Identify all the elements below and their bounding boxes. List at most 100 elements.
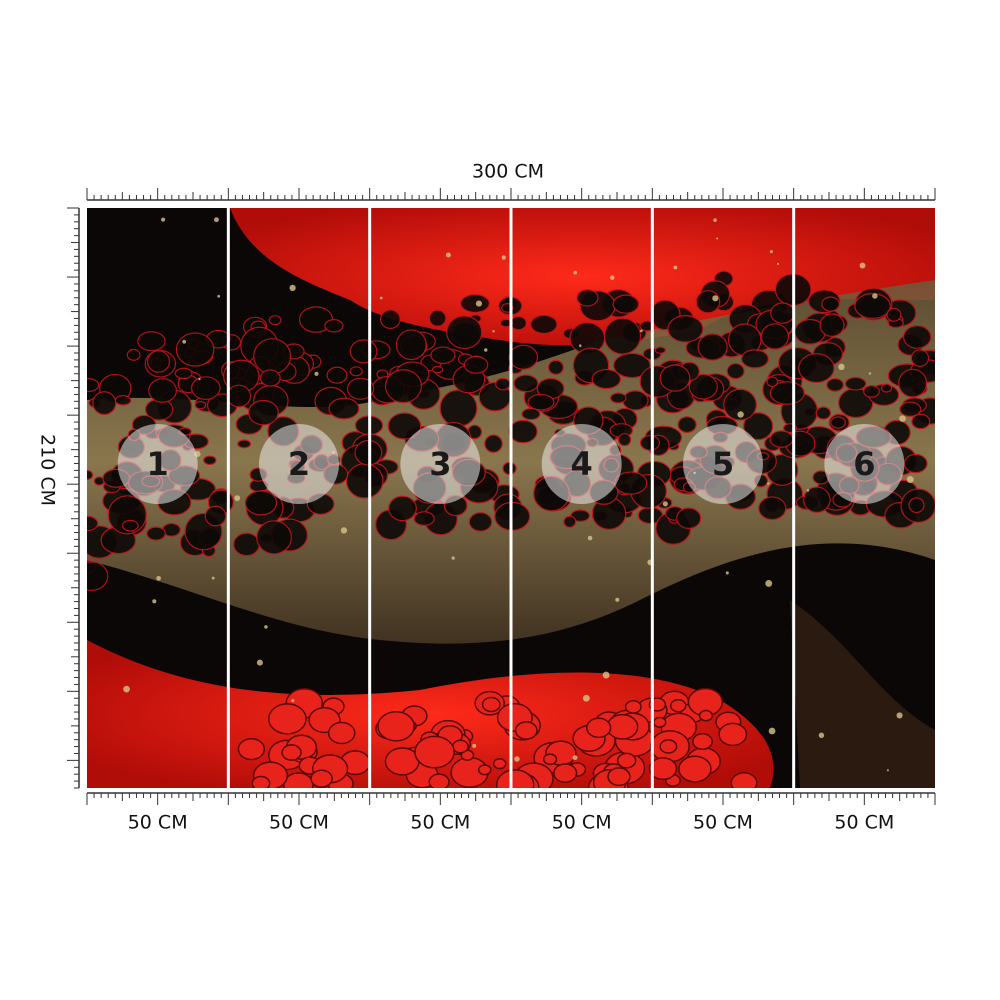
cell	[326, 366, 348, 384]
cell	[244, 490, 278, 516]
cell	[692, 733, 713, 751]
speck	[838, 363, 845, 371]
cell	[624, 699, 642, 714]
speck	[514, 756, 520, 762]
speck	[152, 599, 157, 604]
panel-number: 3	[429, 445, 451, 483]
cell	[530, 314, 558, 335]
cell	[194, 400, 207, 410]
cell	[349, 339, 378, 364]
speck	[234, 495, 241, 501]
speck	[501, 255, 507, 260]
panel-separators	[226, 208, 796, 788]
cell	[617, 433, 632, 447]
speck	[572, 755, 578, 761]
cell	[659, 364, 691, 392]
speck	[217, 294, 221, 298]
cell	[387, 412, 422, 440]
cell	[547, 359, 564, 375]
speck	[198, 377, 201, 381]
panels: 1 50 CM 2 50 CM 3 50 CM 4 50 CM 5 50 CM 6 50 CM	[117, 424, 905, 834]
speck	[475, 300, 482, 307]
cell	[267, 703, 307, 735]
cell	[428, 309, 447, 327]
panel-badge	[541, 424, 622, 504]
cell	[695, 290, 721, 314]
panel-width: 50 CM	[834, 812, 894, 834]
cell	[521, 407, 541, 421]
speck	[291, 699, 295, 703]
cell	[148, 378, 178, 403]
speck	[768, 727, 776, 735]
speck	[673, 265, 678, 270]
cell	[268, 315, 282, 326]
cell	[259, 369, 281, 387]
cell	[697, 333, 728, 361]
panel-badge	[683, 424, 763, 504]
speck	[264, 625, 268, 629]
cell	[484, 434, 503, 453]
cell	[460, 293, 490, 314]
cell	[439, 389, 478, 427]
cell	[146, 526, 166, 541]
panel-number: 1	[147, 445, 169, 483]
cell	[616, 752, 637, 769]
speck	[859, 262, 866, 269]
cell	[758, 496, 787, 521]
cell	[902, 325, 932, 349]
cell	[481, 696, 501, 713]
cell	[514, 721, 538, 740]
cell	[414, 735, 456, 769]
cell	[803, 486, 831, 513]
speck	[906, 476, 914, 483]
cell	[175, 332, 215, 367]
cell	[654, 346, 667, 354]
cell	[377, 711, 415, 742]
cell	[349, 366, 363, 377]
cell	[509, 315, 527, 331]
cell	[281, 744, 302, 761]
cell	[730, 772, 758, 788]
speck	[713, 218, 717, 222]
cell	[146, 350, 171, 373]
cell	[854, 293, 891, 319]
cell	[667, 314, 704, 343]
speck	[445, 252, 451, 258]
cell	[826, 377, 845, 392]
cell	[798, 353, 835, 384]
cell	[863, 385, 880, 398]
speck	[182, 339, 187, 344]
cell	[606, 713, 639, 740]
cell	[676, 507, 702, 529]
cell	[609, 392, 627, 404]
cell	[190, 376, 221, 401]
panel-badge	[117, 424, 198, 504]
cell	[87, 469, 94, 481]
cell	[430, 346, 456, 365]
cell	[740, 349, 769, 369]
cell	[718, 722, 748, 747]
cell	[379, 309, 401, 330]
cell	[204, 505, 227, 527]
cell	[899, 401, 922, 417]
cell	[819, 313, 845, 337]
width-label: 300 CM	[472, 161, 544, 183]
speck	[868, 372, 872, 375]
cell	[527, 393, 555, 411]
cell	[508, 344, 539, 370]
speck	[578, 344, 582, 347]
speck	[872, 293, 878, 299]
cell	[769, 430, 794, 448]
cell	[910, 349, 930, 367]
speck	[896, 712, 903, 719]
cell	[384, 369, 422, 404]
cell	[327, 721, 356, 745]
panel-width: 50 CM	[128, 812, 188, 834]
speck	[886, 769, 889, 772]
cell	[576, 289, 599, 307]
cell	[233, 532, 261, 557]
panel-badge	[400, 424, 481, 504]
cell	[203, 455, 217, 466]
speck	[818, 732, 825, 739]
